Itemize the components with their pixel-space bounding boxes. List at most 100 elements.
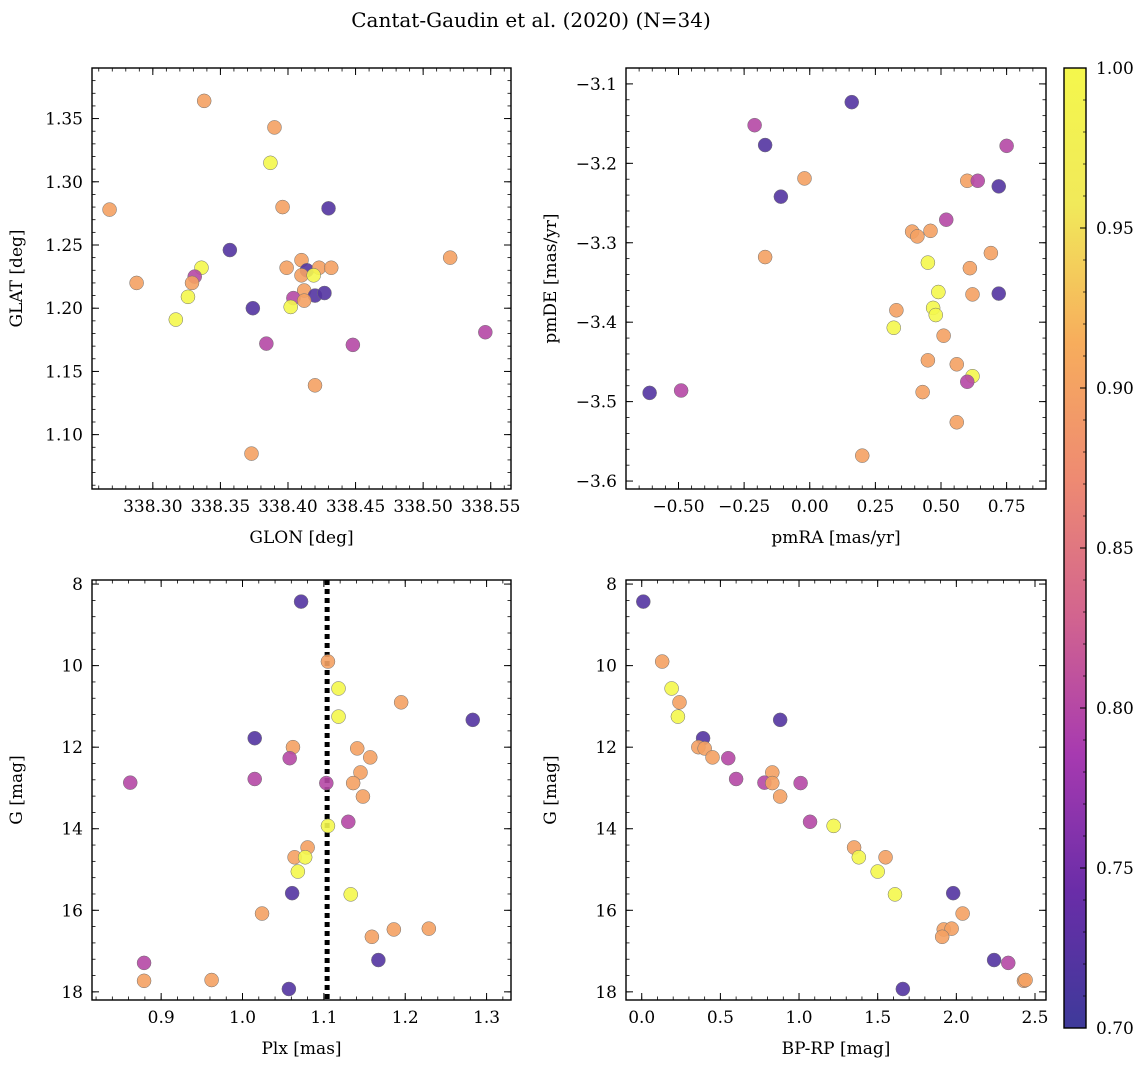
scatter-point bbox=[421, 921, 437, 936]
scatter-point bbox=[362, 750, 378, 765]
x-tick-label: 0.0 bbox=[628, 1008, 655, 1028]
x-tick-label: 1.0 bbox=[229, 1008, 256, 1028]
scatter-point bbox=[654, 654, 670, 669]
y-tick-label: 12 bbox=[61, 738, 83, 758]
y-tick-label: 8 bbox=[72, 575, 83, 595]
scatter-point bbox=[983, 245, 999, 261]
x-tick-label: 0.50 bbox=[922, 497, 960, 517]
scatter-point bbox=[636, 594, 651, 609]
scatter-point bbox=[343, 887, 358, 902]
x-tick-label: −0.25 bbox=[718, 497, 770, 517]
y-tick-label: 1.25 bbox=[45, 236, 83, 256]
x-tick-label: 338.50 bbox=[393, 497, 452, 517]
y-tick-label: −3.5 bbox=[576, 393, 617, 413]
scatter-point bbox=[915, 384, 930, 400]
x-tick-label: 0.25 bbox=[856, 497, 894, 517]
scatter-point bbox=[282, 750, 297, 766]
scatter-points bbox=[642, 94, 1014, 463]
scatter-point bbox=[283, 299, 298, 315]
scatter-point bbox=[895, 981, 911, 997]
scatter-point bbox=[122, 775, 138, 790]
x-axis-label: BP-RP [mag] bbox=[782, 1039, 891, 1059]
scatter-point bbox=[887, 887, 903, 902]
scatter-point bbox=[281, 981, 297, 997]
x-tick-label: 338.35 bbox=[191, 497, 250, 517]
colorbar-tick-label: 0.70 bbox=[1096, 1019, 1134, 1039]
scatter-point bbox=[204, 972, 219, 988]
y-tick-label: 18 bbox=[61, 983, 83, 1003]
x-tick-label: 0.5 bbox=[707, 1008, 734, 1028]
x-tick-label: 0.00 bbox=[791, 497, 829, 517]
scatter-point bbox=[802, 814, 818, 830]
scatter-point bbox=[317, 285, 332, 301]
x-tick-label: 0.75 bbox=[988, 497, 1026, 517]
scatter-point bbox=[960, 374, 975, 390]
scatter-point bbox=[886, 320, 901, 335]
x-tick-label: 2.5 bbox=[1021, 1008, 1048, 1028]
scatter-point bbox=[102, 202, 117, 217]
scatter-point bbox=[962, 260, 978, 276]
y-tick-label: 10 bbox=[595, 657, 617, 677]
y-tick-label: 12 bbox=[595, 738, 617, 758]
y-tick-label: −3.2 bbox=[576, 154, 617, 174]
x-tick-label: 2.0 bbox=[943, 1008, 970, 1028]
x-tick-label: 338.45 bbox=[326, 497, 385, 517]
scatter-point bbox=[386, 922, 402, 937]
y-tick-label: 16 bbox=[61, 901, 83, 921]
scatter-point bbox=[263, 155, 278, 171]
scatter-point bbox=[306, 268, 321, 283]
scatter-point bbox=[672, 695, 687, 710]
plot-frame bbox=[625, 579, 1047, 1001]
colorbar-tick-label: 1.00 bbox=[1096, 59, 1134, 79]
scatter-point bbox=[184, 275, 200, 291]
scatter-point bbox=[772, 789, 788, 804]
scatter-point bbox=[129, 275, 144, 291]
scatter-point bbox=[349, 741, 365, 756]
subplot-2: −0.50 −0.25 0.00 0.25 0.50 0.75 −3.6 −3.5 −3.4 −3… bbox=[541, 67, 1047, 548]
y-tick-label: 8 bbox=[606, 575, 617, 595]
scatter-point bbox=[955, 906, 970, 921]
x-tick-label: 338.30 bbox=[123, 497, 182, 517]
y-axis-label: G [mag] bbox=[541, 755, 561, 824]
colorbar-tick-label: 0.90 bbox=[1096, 379, 1134, 399]
scatter-point bbox=[944, 921, 959, 936]
colorbar-tick-label: 0.75 bbox=[1096, 859, 1134, 879]
scatter-point bbox=[296, 293, 312, 308]
scatter-point bbox=[136, 955, 152, 971]
scatter-point bbox=[180, 289, 196, 305]
scatter-point bbox=[949, 415, 964, 430]
scatter-point bbox=[747, 117, 762, 133]
scatter-point bbox=[939, 212, 954, 227]
figure-title: Cantat-Gaudin et al. (2020) (N=34) bbox=[351, 8, 711, 32]
scatter-point bbox=[323, 260, 339, 276]
x-tick-label: 1.5 bbox=[864, 1008, 891, 1028]
scatter-point bbox=[889, 303, 904, 318]
x-axis-label: pmRA [mas/yr] bbox=[771, 528, 900, 548]
scatter-point bbox=[196, 93, 212, 109]
scatter-point bbox=[844, 94, 859, 110]
scatter-points bbox=[636, 594, 1033, 997]
scatter-point bbox=[945, 885, 961, 901]
y-tick-label: 14 bbox=[61, 820, 83, 840]
y-tick-label: 10 bbox=[61, 657, 83, 677]
y-tick-label: −3.4 bbox=[576, 313, 617, 333]
scatter-point bbox=[999, 138, 1014, 154]
scatter-point bbox=[986, 952, 1002, 968]
y-tick-label: 1.15 bbox=[45, 362, 83, 382]
y-axis-label: GLAT [deg] bbox=[7, 229, 27, 327]
y-tick-label: −3.6 bbox=[576, 472, 617, 492]
y-tick-label: 1.35 bbox=[45, 110, 83, 130]
scatter-point bbox=[931, 284, 946, 300]
subplot-3: 0.9 1.0 1.1 1.2 1.3 8 10 12 14 16 18 Plx [mas] G [ma… bbox=[7, 575, 512, 1059]
scatter-point bbox=[673, 383, 689, 398]
scatter-point bbox=[910, 229, 925, 244]
scatter-point bbox=[244, 446, 259, 461]
scatter-point bbox=[442, 250, 458, 265]
scatter-point bbox=[293, 594, 309, 609]
y-axis-label: G [mag] bbox=[7, 755, 27, 824]
scatter-point bbox=[773, 189, 789, 204]
scatter-point bbox=[275, 199, 290, 215]
scatter-point bbox=[319, 775, 334, 791]
x-tick-label: 338.40 bbox=[258, 497, 317, 517]
scatter-point bbox=[949, 357, 964, 372]
